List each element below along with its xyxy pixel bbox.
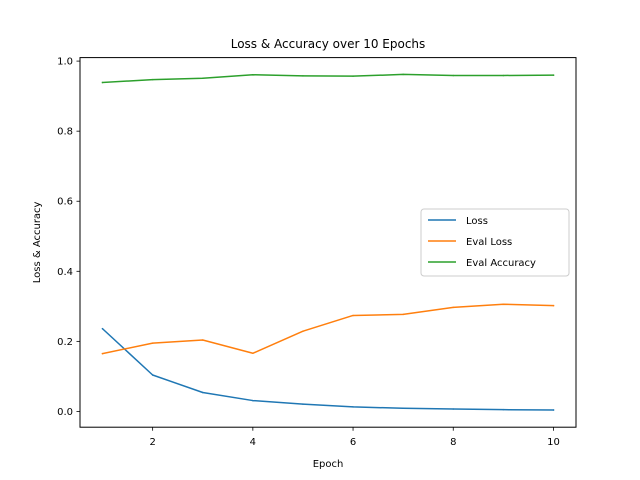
- data-point-loss: [201, 391, 204, 394]
- legend-label-eval-accuracy: Eval Accuracy: [466, 258, 536, 269]
- data-point-eval-loss: [502, 303, 505, 305]
- data-point-eval-accuracy: [452, 74, 455, 77]
- y-tick-label: 0.2: [57, 337, 73, 348]
- y-tick-label: 0.0: [57, 407, 73, 418]
- series-line-eval-loss: [101, 303, 555, 355]
- x-tick-label: 4: [250, 437, 256, 448]
- x-axis-label: Epoch: [313, 459, 344, 470]
- data-point-loss: [151, 374, 154, 376]
- y-axis-ticks: 0.0 0.2 0.4 0.6 0.8 1.0: [57, 57, 80, 418]
- data-point-eval-accuracy: [101, 81, 104, 84]
- data-point-loss: [252, 399, 254, 402]
- data-point-eval-accuracy: [151, 78, 154, 81]
- data-point-eval-loss: [201, 339, 204, 341]
- data-point-loss: [352, 406, 354, 408]
- data-point-eval-accuracy: [201, 77, 204, 80]
- data-point-eval-loss: [101, 352, 104, 355]
- y-axis-label: Loss & Accuracy: [32, 201, 43, 283]
- data-point-eval-loss: [402, 313, 404, 316]
- x-tick-label: 8: [450, 437, 456, 448]
- legend: Loss Eval Loss Eval Accuracy: [420, 208, 570, 277]
- data-point-eval-accuracy: [352, 75, 354, 77]
- series-line-eval-accuracy: [101, 73, 555, 84]
- data-point-eval-loss: [302, 330, 304, 332]
- x-tick-label: 6: [350, 437, 356, 448]
- y-tick-label: 1.0: [57, 57, 73, 68]
- data-point-eval-loss: [552, 304, 555, 307]
- data-point-loss: [101, 328, 104, 330]
- plot-area: [101, 73, 555, 411]
- data-point-loss: [452, 408, 455, 410]
- legend-label-loss: Loss: [466, 216, 488, 227]
- data-point-eval-loss: [352, 314, 354, 317]
- data-point-loss: [552, 409, 555, 411]
- x-tick-label: 2: [149, 437, 155, 448]
- legend-label-eval-loss: Eval Loss: [466, 237, 512, 248]
- series-line-loss: [101, 327, 555, 411]
- chart-title: Loss & Accuracy over 10 Epochs: [231, 37, 426, 51]
- data-point-eval-loss: [452, 306, 455, 309]
- legend-box: [420, 208, 570, 277]
- x-axis-ticks: 2 4 6 8 10: [149, 427, 560, 448]
- data-point-eval-loss: [252, 352, 254, 355]
- data-point-eval-loss: [151, 342, 154, 344]
- axes-frame: [79, 57, 577, 428]
- data-point-eval-accuracy: [252, 74, 254, 76]
- data-point-loss: [402, 407, 404, 410]
- y-tick-label: 0.6: [57, 197, 73, 208]
- data-point-loss: [502, 408, 505, 411]
- data-point-eval-accuracy: [552, 74, 555, 76]
- data-point-eval-accuracy: [502, 74, 505, 77]
- x-tick-label: 10: [547, 437, 560, 448]
- data-point-loss: [302, 403, 304, 405]
- data-point-eval-accuracy: [402, 73, 404, 76]
- data-point-eval-accuracy: [302, 75, 304, 77]
- y-tick-label: 0.4: [57, 267, 73, 278]
- y-tick-label: 0.8: [57, 127, 73, 138]
